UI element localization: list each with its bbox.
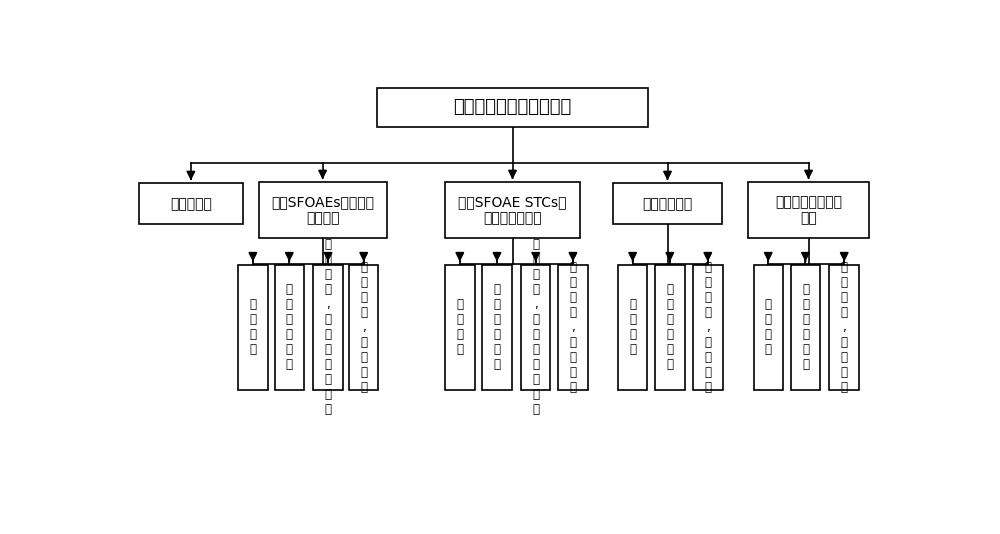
Text: 受试者信息: 受试者信息 xyxy=(170,197,212,211)
Text: 基于SFOAEs强度灵敏
度的检测: 基于SFOAEs强度灵敏 度的检测 xyxy=(271,195,374,225)
Bar xyxy=(275,264,304,390)
Text: 结
果
保
存
,
生
成
报
告: 结 果 保 存 , 生 成 报 告 xyxy=(841,261,848,394)
Bar xyxy=(613,183,722,224)
Bar xyxy=(238,264,268,390)
Bar xyxy=(754,264,783,390)
Text: 模
型
匹
配
,
转
成
频
率
灵
敏
度: 模 型 匹 配 , 转 成 频 率 灵 敏 度 xyxy=(532,238,539,416)
Text: 模
型
匹
配
,
转
成
强
度
灵
敏
度: 模 型 匹 配 , 转 成 强 度 灵 敏 度 xyxy=(325,238,332,416)
Bar xyxy=(748,182,869,238)
Text: 执
行
检
测: 执 行 检 测 xyxy=(629,298,636,356)
Text: 结
果
保
存
,
生
成
报
告: 结 果 保 存 , 生 成 报 告 xyxy=(704,261,711,394)
Text: 执
行
检
测: 执 行 检 测 xyxy=(765,298,772,356)
Text: 心理物理调谐曲线
检测: 心理物理调谐曲线 检测 xyxy=(775,195,842,225)
Text: 听觉灵敏度综合检测系统: 听觉灵敏度综合检测系统 xyxy=(453,98,572,116)
Bar xyxy=(791,264,820,390)
Bar xyxy=(445,264,475,390)
Text: 数
据
分
析
处
理: 数 据 分 析 处 理 xyxy=(802,283,809,371)
Bar xyxy=(445,182,580,238)
Bar xyxy=(349,264,378,390)
Text: 基于SFOAE STCs的
频率灵敏度检测: 基于SFOAE STCs的 频率灵敏度检测 xyxy=(458,195,567,225)
Bar xyxy=(139,183,243,224)
Bar xyxy=(829,264,859,390)
Text: 数
据
分
析
处
理: 数 据 分 析 处 理 xyxy=(286,283,293,371)
Text: 执
行
检
测: 执 行 检 测 xyxy=(249,298,256,356)
Text: 结
果
保
存
,
生
成
报
告: 结 果 保 存 , 生 成 报 告 xyxy=(569,261,576,394)
Text: 数
据
分
析
处
理: 数 据 分 析 处 理 xyxy=(494,283,501,371)
Bar xyxy=(259,182,387,238)
Text: 执
行
检
测: 执 行 检 测 xyxy=(456,298,463,356)
Bar xyxy=(558,264,588,390)
Bar xyxy=(618,264,647,390)
Bar xyxy=(313,264,343,390)
Text: 数
据
分
析
处
理: 数 据 分 析 处 理 xyxy=(666,283,673,371)
Bar xyxy=(377,88,648,127)
Bar xyxy=(482,264,512,390)
Bar xyxy=(693,264,723,390)
Bar xyxy=(521,264,550,390)
Text: 纯音测听检测: 纯音测听检测 xyxy=(642,197,693,211)
Text: 结
果
保
存
,
生
成
报
告: 结 果 保 存 , 生 成 报 告 xyxy=(360,261,367,394)
Bar xyxy=(655,264,685,390)
